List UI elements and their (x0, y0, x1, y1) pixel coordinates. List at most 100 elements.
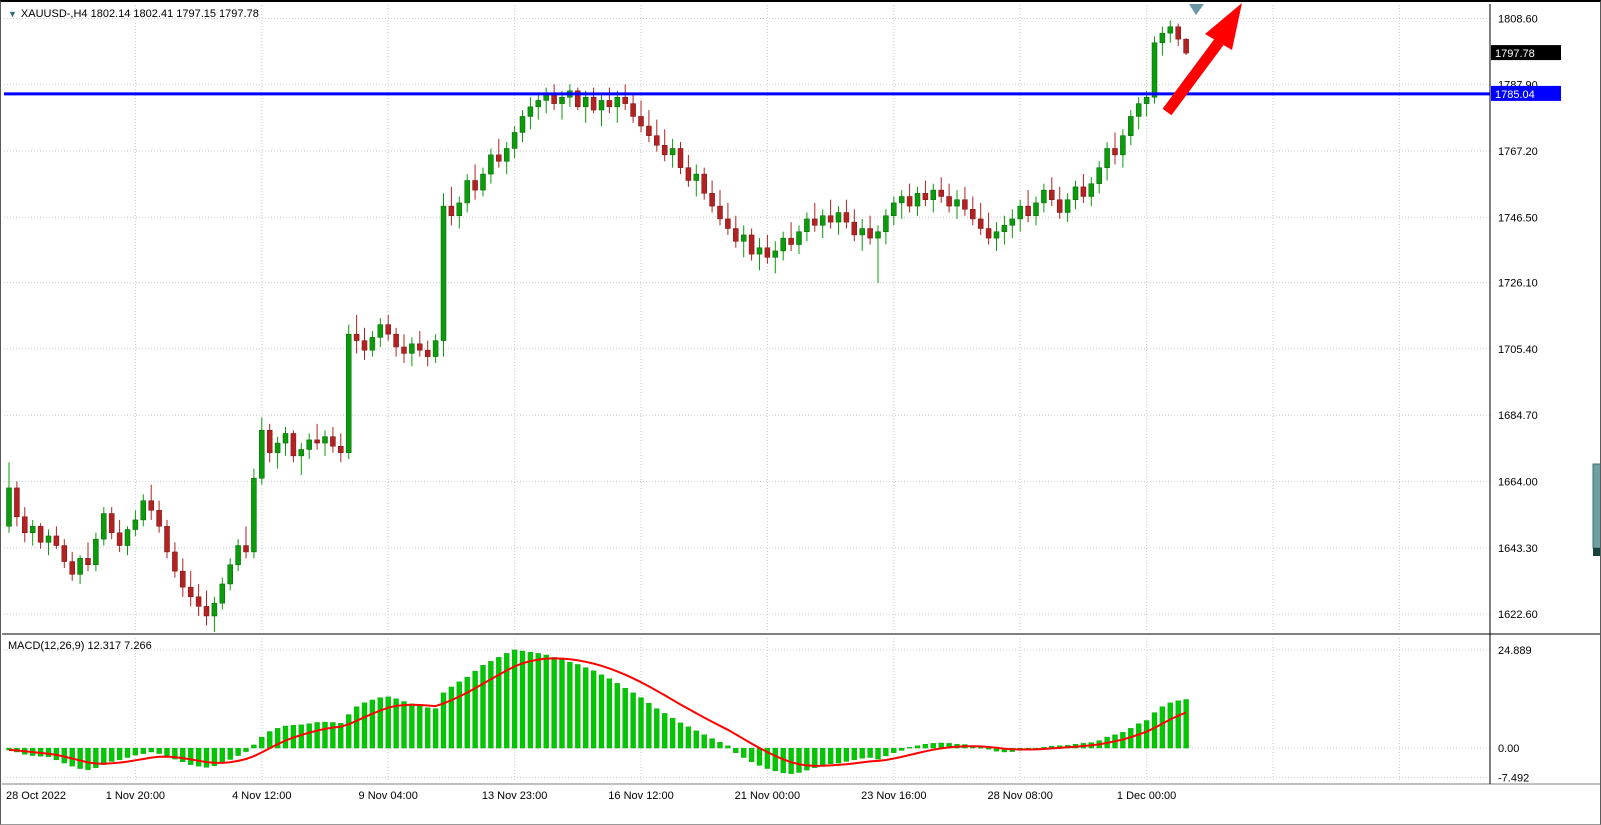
candle-body (733, 228, 739, 242)
candle-body (266, 430, 273, 453)
candle-body (630, 103, 636, 117)
scrollbar-end (1593, 548, 1600, 556)
candle-body (480, 173, 486, 191)
macd-bar (598, 674, 605, 749)
macd-bar (488, 661, 494, 749)
time-axis-label: 28 Nov 08:00 (987, 790, 1052, 802)
macd-bar (606, 678, 613, 749)
candle-body (851, 221, 858, 236)
time-axis[interactable]: 28 Oct 2022 1 Nov 20:00 4 Nov 12:00 9 Nov 0… (6, 790, 1176, 802)
hline-price-tag: 1785.04 (1491, 85, 1561, 101)
candle-body (883, 215, 889, 232)
macd-bar (472, 670, 478, 749)
macd-bar (322, 721, 328, 749)
candle-body (361, 340, 368, 351)
candles (6, 20, 1189, 632)
macd-bar (985, 747, 992, 750)
candle-body (235, 545, 241, 566)
macd-bar (875, 747, 881, 760)
candle-body (148, 500, 154, 511)
macd-bar (756, 747, 763, 766)
macd-bar (590, 670, 597, 749)
candle-body (1072, 186, 1079, 200)
candle-body (1120, 135, 1126, 156)
macd-bar (654, 708, 660, 749)
macd-bar (101, 747, 107, 765)
macd-bar (259, 736, 265, 749)
current-price-tag-text: 1797.78 (1495, 48, 1535, 60)
candle-body (314, 439, 320, 444)
candle-body (306, 439, 312, 450)
candle-body (456, 202, 463, 216)
macd-bar (417, 705, 423, 749)
candle-body (1080, 186, 1087, 197)
macd-bar (306, 723, 312, 749)
candle-body (970, 209, 976, 220)
macd-bar (725, 745, 731, 749)
macd-bar (551, 657, 557, 749)
price-axis-label: 1622.60 (1498, 609, 1538, 621)
candle-body (827, 215, 834, 223)
trend-arrow-annotation[interactable] (1162, 3, 1242, 116)
price-axis[interactable]: 1808.601787.901767.201746.501726.101705.… (1498, 13, 1538, 621)
time-axis-label: 21 Nov 00:00 (735, 790, 800, 802)
candle-body (85, 558, 91, 566)
macd-bar (195, 747, 202, 767)
candle-body (243, 545, 249, 553)
macd-bar (669, 717, 676, 749)
candle-body (251, 478, 257, 553)
macd-bar (559, 659, 565, 749)
candle-body (77, 558, 83, 575)
candle-body (1143, 96, 1150, 104)
candle-body (338, 446, 344, 453)
candle-body (922, 193, 929, 200)
candle-body (677, 148, 684, 168)
candle-body (1175, 26, 1181, 40)
candle-body (582, 96, 589, 108)
macd-axis-label: 0.00 (1498, 743, 1519, 755)
candle-body (1056, 199, 1063, 213)
candle-body (53, 535, 60, 546)
candle-body (1001, 225, 1008, 232)
price-axis-label: 1643.30 (1498, 543, 1538, 555)
candle-body (1009, 218, 1016, 226)
candle-body (93, 538, 99, 566)
candle-body (124, 529, 131, 546)
macd-bar (369, 699, 376, 749)
time-axis-label: 9 Nov 04:00 (359, 790, 418, 802)
symbol-marker-icon: ▼ (8, 8, 17, 19)
candle-body (551, 93, 557, 104)
macd-bar (188, 747, 194, 765)
macd-bar (267, 731, 273, 749)
macd-bar (393, 698, 399, 749)
hline-price-tag-text: 1785.04 (1495, 89, 1535, 101)
macd-bar (45, 747, 52, 757)
candle-body (843, 212, 850, 223)
candle-body (37, 526, 44, 543)
macd-bar (425, 707, 431, 749)
candle-body (535, 100, 542, 108)
macd-bar (622, 687, 628, 749)
symbol-ohlc-info: ▼ XAUUSD-,H4 1802.14 1802.41 1797.15 179… (8, 8, 259, 20)
macd-axis[interactable]: 24.889 0.00 -7.492 (1498, 645, 1532, 785)
candle-body (298, 449, 305, 457)
candle-body (559, 96, 565, 104)
current-price-tag: 1797.78 (1491, 45, 1561, 61)
candle-body (1088, 183, 1095, 197)
candle-body (685, 167, 692, 181)
macd-bar (282, 725, 289, 749)
candle-body (1112, 148, 1118, 156)
macd-bar (519, 650, 526, 749)
candle-body (669, 148, 676, 156)
candle-body (1096, 167, 1102, 184)
vertical-scrollbar[interactable] (1592, 463, 1601, 556)
candle-body (954, 199, 960, 207)
macd-bar (906, 747, 913, 749)
candle-body (472, 180, 478, 191)
candle-body (1183, 38, 1189, 54)
candle-body (1041, 189, 1047, 204)
macd-bar (109, 747, 115, 762)
candle-body (1025, 205, 1031, 216)
scrollbar-thumb[interactable] (1592, 463, 1601, 549)
